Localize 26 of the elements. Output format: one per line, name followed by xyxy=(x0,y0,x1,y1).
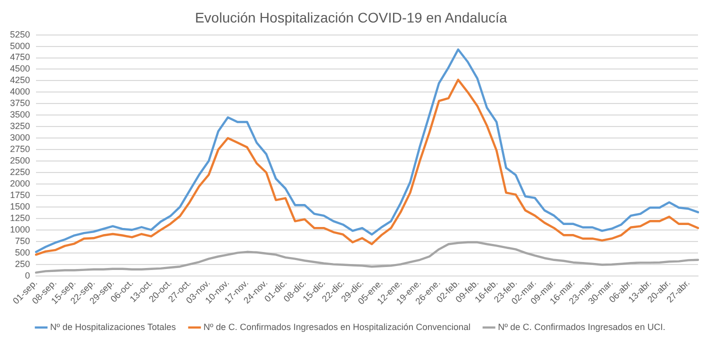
y-tick-label: 4750 xyxy=(10,52,30,62)
y-tick-label: 0 xyxy=(25,270,30,280)
chart-title: Evolución Hospitalización COVID-19 en Andalucía xyxy=(194,9,508,26)
y-tick-label: 5000 xyxy=(10,40,30,51)
y-tick-label: 4500 xyxy=(10,64,30,74)
legend-label: Nº de Hospitalizaciones Totales xyxy=(50,322,176,332)
y-tick-label: 2000 xyxy=(10,178,30,188)
y-tick-label: 1500 xyxy=(10,201,30,212)
y-tick-label: 1000 xyxy=(10,224,30,234)
y-tick-label: 3250 xyxy=(10,121,30,132)
y-tick-label: 3000 xyxy=(10,132,30,143)
y-tick-label: 2500 xyxy=(10,156,30,166)
y-tick-label: 500 xyxy=(14,247,30,258)
y-tick-label: 4250 xyxy=(10,75,30,86)
legend-label: Nº de C. Confirmados Ingresados en UCI. xyxy=(498,322,666,332)
y-tick-label: 3750 xyxy=(10,98,30,108)
y-tick-label: 1250 xyxy=(10,212,30,223)
legend-label: Nº de C. Confirmados Ingresados en Hospitalización Convencional xyxy=(204,322,470,332)
y-tick-label: 750 xyxy=(14,236,30,246)
y-tick-label: 1750 xyxy=(10,190,30,200)
y-tick-label: 2250 xyxy=(10,166,30,177)
y-tick-label: 250 xyxy=(14,258,30,269)
y-tick-label: 3500 xyxy=(10,110,30,120)
y-tick-label: 5250 xyxy=(10,29,30,40)
y-tick-label: 2750 xyxy=(10,144,30,154)
y-tick-label: 4000 xyxy=(10,86,30,97)
